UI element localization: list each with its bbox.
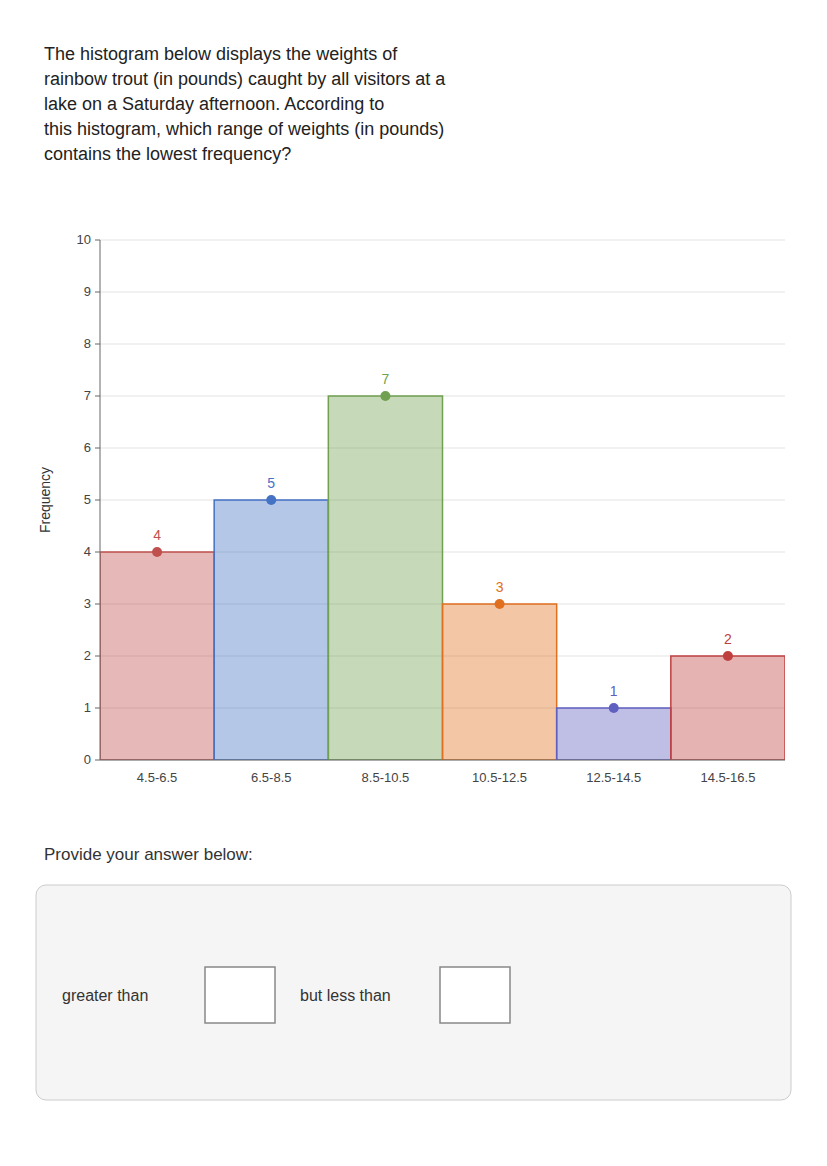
tick-label: 8 [84,336,91,351]
title-line: The histogram below displays the weights… [44,44,398,64]
grid-line [100,760,785,761]
bar [557,708,671,760]
tick-label: 0 [84,752,91,767]
category-label: 12.5-14.5 [586,770,641,785]
data-label: 2 [724,631,732,647]
tick-label: 2 [84,648,91,663]
bar [214,500,328,760]
tick-mark [95,448,100,449]
tick-mark [95,396,100,397]
tick-mark [95,656,100,657]
tick-label: 5 [84,492,91,507]
tick-label: 1 [84,700,91,715]
plot-area: 0 1 2 3 4 5 6 7 8 9 10 4.5-6.5 6.5-8.5 8.5-10.5 10.5-1… [77,232,785,785]
answer-panel [36,885,791,1100]
bar-dot [266,495,276,505]
bar [100,552,214,760]
tick-label: 3 [84,596,91,611]
bar-dot [495,599,505,609]
tick-mark [95,344,100,345]
data-label: 1 [610,683,618,699]
chart: The histogram below displays the weights… [0,0,827,1166]
bar [328,396,442,760]
tick-mark [95,708,100,709]
answer-input [205,967,275,1023]
bar-dot [152,547,162,557]
bar-dot [609,703,619,713]
y-axis-label: Frequency [37,467,53,533]
title-line: rainbow trout (in pounds) caught by all … [44,69,446,89]
title: The histogram below displays the weights… [44,44,446,164]
data-label: 3 [496,579,504,595]
category-label: 6.5-8.5 [251,770,291,785]
page: {"chart_data": {"type": "bar", "title": … [0,0,827,1166]
title-line: lake on a Saturday afternoon. According … [44,94,384,114]
title-line: contains the lowest frequency? [44,144,291,164]
tick-label: 4 [84,544,91,559]
data-label: 5 [267,475,275,491]
title-line: this histogram, which range of weights (… [44,119,444,139]
tick-label: 6 [84,440,91,455]
tick-mark [95,760,100,761]
annotation: but less than [300,987,391,1004]
tick-mark [95,240,100,241]
data-label: 4 [153,527,161,543]
category-label: 14.5-16.5 [700,770,755,785]
x-axis [100,760,785,761]
data-label: 7 [382,371,390,387]
bars [100,391,785,760]
tick-mark [95,500,100,501]
bar-dot [380,391,390,401]
tick-mark [95,604,100,605]
grid-line [100,344,785,345]
annotation: greater than [62,987,148,1004]
category-label: 8.5-10.5 [362,770,410,785]
category-label: 4.5-6.5 [137,770,177,785]
y-axis [100,240,101,760]
bar [671,656,785,760]
tick-mark [95,292,100,293]
tick-mark [95,552,100,553]
annotation: Provide your answer below: [44,845,253,864]
bar [443,604,557,760]
tick-label: 9 [84,284,91,299]
tick-label: 7 [84,388,91,403]
answer-input [440,967,510,1023]
tick-label: 10 [77,232,91,247]
grid-line [100,240,785,241]
grid-line [100,292,785,293]
bar-dot [723,651,733,661]
category-label: 10.5-12.5 [472,770,527,785]
